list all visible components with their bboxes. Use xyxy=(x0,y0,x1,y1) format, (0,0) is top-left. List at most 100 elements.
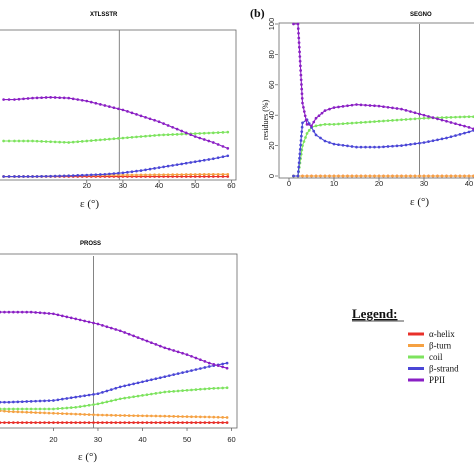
series-point xyxy=(328,141,331,144)
series-point xyxy=(103,138,107,141)
series-point xyxy=(180,162,184,166)
series-marks xyxy=(0,256,229,428)
series-point xyxy=(67,174,71,178)
x-tick-label: 20 xyxy=(49,435,57,444)
series-point xyxy=(221,386,224,390)
series-point xyxy=(12,421,15,424)
series-point xyxy=(96,421,100,424)
series-point xyxy=(25,400,29,403)
series-point xyxy=(69,421,73,424)
series-point xyxy=(180,129,184,133)
series-point xyxy=(422,141,426,144)
series-point xyxy=(135,173,138,177)
series-line xyxy=(3,155,228,178)
series-point xyxy=(141,380,144,384)
series-point xyxy=(153,173,156,177)
x-tick-label: 60 xyxy=(227,181,235,190)
series-point xyxy=(114,414,118,417)
series-point xyxy=(355,145,358,149)
series-point xyxy=(141,394,144,397)
series-point xyxy=(71,174,75,177)
series-point xyxy=(94,101,98,105)
series-point xyxy=(136,421,140,424)
series-point xyxy=(184,161,188,165)
series-point xyxy=(31,175,34,178)
series-point xyxy=(171,175,174,178)
series-point xyxy=(422,174,426,178)
series-point xyxy=(175,175,179,178)
series-point xyxy=(189,133,193,137)
legend-label: coil xyxy=(429,352,443,362)
series-point xyxy=(69,396,73,400)
series-point xyxy=(112,106,116,110)
series-point xyxy=(299,143,302,147)
series-point xyxy=(92,413,95,417)
series-point xyxy=(226,172,230,176)
series-point xyxy=(221,155,225,159)
plot-frame xyxy=(278,22,474,179)
series-point xyxy=(109,413,113,417)
x-axis-label: ε (°) xyxy=(80,198,99,210)
series-point xyxy=(101,421,104,424)
series-point xyxy=(382,119,385,123)
series-point xyxy=(150,414,153,418)
series-point xyxy=(211,175,215,178)
series-line xyxy=(293,23,474,130)
legend-label: PPII xyxy=(429,375,445,385)
series-point xyxy=(221,365,224,369)
series-point xyxy=(181,415,184,418)
series-point xyxy=(445,116,448,119)
series-point xyxy=(307,122,311,125)
series-point xyxy=(303,114,307,118)
series-point xyxy=(121,108,125,112)
series-point xyxy=(118,421,122,424)
series-point xyxy=(436,117,439,121)
series-point xyxy=(87,393,91,397)
series-point xyxy=(3,310,6,314)
series-point xyxy=(52,411,55,415)
series-point xyxy=(175,127,179,131)
series-point xyxy=(386,145,390,148)
series-point xyxy=(332,142,336,146)
legend-title: Legend: xyxy=(352,306,398,321)
series-point xyxy=(47,407,51,411)
series-point xyxy=(298,59,302,63)
series-point xyxy=(216,131,220,134)
series-point xyxy=(87,421,91,424)
series-point xyxy=(207,139,211,143)
series-point xyxy=(440,118,444,122)
series-point xyxy=(132,334,135,338)
series-point xyxy=(386,174,390,178)
series-point xyxy=(34,399,37,403)
series-point xyxy=(198,136,202,140)
series-point xyxy=(292,174,295,178)
x-tick-label: 50 xyxy=(183,435,191,444)
series-point xyxy=(166,124,170,127)
series-point xyxy=(194,415,198,419)
series-point xyxy=(449,121,453,124)
series-point xyxy=(117,173,120,177)
series-point xyxy=(71,97,75,101)
series-point xyxy=(130,170,134,174)
series-point xyxy=(175,132,179,136)
series-point xyxy=(221,172,225,176)
series-point xyxy=(135,113,138,116)
series-point xyxy=(395,144,399,148)
series-point xyxy=(127,421,131,424)
series-point xyxy=(404,143,408,147)
series-point xyxy=(400,107,403,111)
series-point xyxy=(319,136,322,140)
series-point xyxy=(7,139,11,143)
series-point xyxy=(328,122,331,126)
series-point xyxy=(29,310,33,314)
series-point xyxy=(130,173,134,177)
series-line xyxy=(0,410,228,419)
series-point xyxy=(368,145,372,149)
series-point xyxy=(302,110,306,113)
series-point xyxy=(56,313,60,317)
series-point xyxy=(181,351,184,355)
series-point xyxy=(319,123,322,127)
series-point xyxy=(38,399,42,403)
series-point xyxy=(176,421,180,424)
series-line xyxy=(0,362,228,403)
